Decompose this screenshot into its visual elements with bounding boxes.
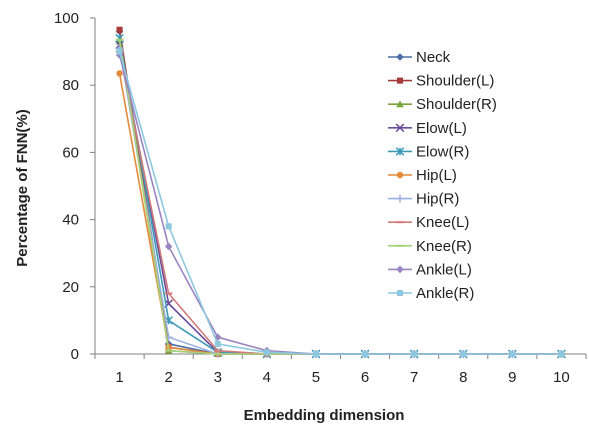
legend-label: Shoulder(L)	[416, 73, 494, 90]
series-line	[118, 29, 562, 355]
data-point	[263, 349, 270, 356]
legend-item: Shoulder(R)	[388, 96, 497, 113]
series-line	[118, 41, 562, 355]
data-point	[411, 350, 418, 358]
data-point	[312, 350, 319, 358]
series-line	[118, 38, 562, 355]
data-point	[395, 123, 405, 133]
data-point	[395, 147, 405, 156]
data-point	[116, 26, 123, 33]
data-point	[396, 77, 404, 84]
legend-item: Knee(L)	[388, 214, 469, 231]
data-point	[396, 171, 404, 179]
series	[116, 48, 565, 358]
y-axis-title: Percentage of FNN(%)	[14, 109, 31, 267]
x-tick-label: 2	[164, 369, 172, 386]
y-tick-label: 80	[62, 77, 79, 94]
legend-item: Elow(L)	[388, 120, 467, 137]
series-line	[118, 31, 562, 355]
y-tick-label: 100	[54, 10, 79, 27]
data-point	[396, 265, 404, 274]
x-tick-label: 6	[361, 369, 369, 386]
legend-label: Shoulder(R)	[416, 96, 497, 113]
series	[116, 26, 565, 358]
series-line	[118, 51, 562, 355]
series	[115, 38, 566, 355]
legend-item: Shoulder(L)	[388, 73, 494, 90]
data-point	[116, 70, 123, 77]
legend-label: Elow(R)	[416, 143, 469, 160]
legend-label: Neck	[416, 49, 451, 66]
legend-label: Hip(L)	[416, 167, 457, 184]
data-point	[362, 350, 369, 358]
data-point	[460, 350, 467, 358]
data-point	[396, 53, 404, 61]
legend-item: Neck	[388, 49, 451, 66]
x-axis-title: Embedding dimension	[244, 407, 405, 424]
legend-label: Hip(R)	[416, 191, 459, 208]
series	[115, 37, 566, 358]
legend-item: Knee(R)	[388, 238, 472, 255]
legend-item: Ankle(L)	[388, 261, 472, 278]
series	[115, 51, 566, 358]
legend-label: Ankle(R)	[416, 285, 474, 302]
legend-label: Ankle(L)	[416, 261, 472, 278]
legend-label: Knee(L)	[416, 214, 469, 231]
data-point	[396, 194, 404, 203]
x-tick-label: 3	[214, 369, 222, 386]
series	[115, 27, 566, 358]
series-line	[118, 44, 562, 355]
y-tick-label: 60	[62, 144, 79, 161]
x-tick-label: 7	[410, 369, 418, 386]
y-tick-label: 0	[71, 346, 79, 363]
series-line	[118, 73, 562, 355]
series-line	[118, 48, 562, 355]
series-layer	[115, 26, 566, 359]
axes-layer: 0 20 40 60 80 100 1 2 3 4 5 6 7 8 9 10	[54, 10, 587, 386]
data-point	[396, 289, 404, 297]
series	[115, 50, 566, 355]
series-line	[118, 39, 562, 355]
x-tick-label: 1	[115, 369, 123, 386]
y-tick-label: 20	[62, 279, 79, 296]
legend-label: Elow(L)	[416, 120, 467, 137]
legend-item: Hip(R)	[388, 191, 459, 208]
data-point	[396, 100, 404, 108]
legend-item: Ankle(R)	[388, 285, 474, 302]
x-tick-label: 4	[263, 369, 271, 386]
data-point	[165, 223, 172, 230]
data-point	[116, 48, 123, 55]
legend: Neck Shoulder(L) Shoulder(R) Elow(L) Elow(R)…	[388, 49, 497, 302]
series	[116, 70, 565, 358]
x-tick-label: 10	[553, 369, 570, 386]
data-point	[509, 350, 516, 358]
legend-item: Elow(R)	[388, 143, 469, 160]
y-tick-label: 40	[62, 212, 79, 229]
data-point	[214, 340, 221, 347]
data-point	[558, 350, 565, 358]
legend-item: Hip(L)	[388, 167, 457, 184]
x-tick-label: 8	[459, 369, 467, 386]
data-point	[164, 242, 173, 251]
legend-label: Knee(R)	[416, 238, 472, 255]
x-tick-label: 5	[312, 369, 320, 386]
x-tick-label: 9	[508, 369, 516, 386]
